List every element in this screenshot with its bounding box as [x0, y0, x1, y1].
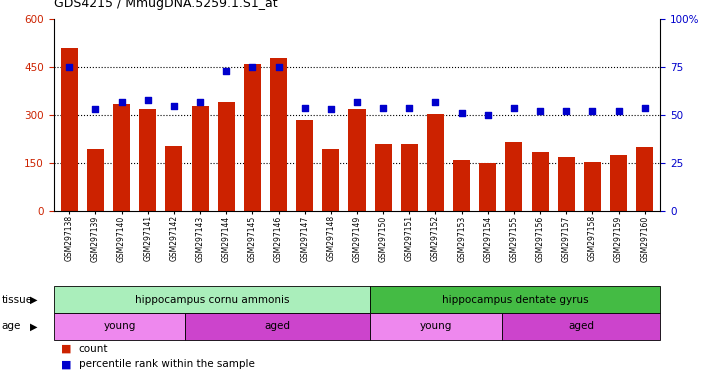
Point — [560, 108, 572, 114]
Bar — [453, 160, 470, 211]
Bar — [113, 104, 130, 211]
Point — [90, 106, 101, 113]
Text: ▶: ▶ — [30, 295, 38, 305]
Point — [221, 68, 232, 74]
Bar — [370, 313, 502, 340]
Text: young: young — [420, 321, 453, 331]
Bar — [348, 109, 366, 211]
Point — [639, 104, 650, 111]
Point — [508, 104, 520, 111]
Point — [482, 112, 493, 118]
Text: aged: aged — [265, 321, 291, 331]
Point — [456, 110, 468, 116]
Text: GDS4215 / MmugDNA.5259.1.S1_at: GDS4215 / MmugDNA.5259.1.S1_at — [54, 0, 277, 10]
Point — [116, 99, 127, 105]
Text: young: young — [104, 321, 136, 331]
Bar — [139, 109, 156, 211]
Text: ■: ■ — [61, 359, 71, 369]
Bar — [610, 155, 627, 211]
Point — [142, 97, 154, 103]
Bar — [375, 144, 392, 211]
Text: count: count — [79, 344, 108, 354]
Point — [430, 99, 441, 105]
Bar — [401, 144, 418, 211]
Bar — [584, 162, 601, 211]
Point — [534, 108, 545, 114]
Bar — [61, 48, 78, 211]
Text: ■: ■ — [61, 344, 71, 354]
Point — [351, 99, 363, 105]
Text: ▶: ▶ — [30, 321, 38, 331]
Bar — [296, 120, 313, 211]
Bar — [244, 64, 261, 211]
Bar — [427, 114, 444, 211]
Point — [273, 64, 284, 70]
Bar — [479, 163, 496, 211]
Bar — [191, 106, 208, 211]
Bar — [558, 157, 575, 211]
Point — [403, 104, 415, 111]
Bar — [166, 146, 182, 211]
Point — [246, 64, 258, 70]
Point — [64, 64, 75, 70]
Text: hippocampus cornu ammonis: hippocampus cornu ammonis — [135, 295, 289, 305]
Bar — [532, 152, 548, 211]
Bar — [506, 142, 523, 211]
Bar — [54, 286, 370, 313]
Text: hippocampus dentate gyrus: hippocampus dentate gyrus — [442, 295, 588, 305]
Point — [299, 104, 311, 111]
Bar — [87, 149, 104, 211]
Text: aged: aged — [568, 321, 594, 331]
Text: percentile rank within the sample: percentile rank within the sample — [79, 359, 254, 369]
Bar — [218, 103, 235, 211]
Text: age: age — [1, 321, 21, 331]
Bar — [54, 313, 186, 340]
Point — [378, 104, 389, 111]
Point — [169, 103, 180, 109]
Bar — [636, 147, 653, 211]
Point — [325, 106, 336, 113]
Bar — [502, 313, 660, 340]
Point — [613, 108, 624, 114]
Bar — [186, 313, 370, 340]
Point — [587, 108, 598, 114]
Text: tissue: tissue — [1, 295, 33, 305]
Point — [194, 99, 206, 105]
Bar — [370, 286, 660, 313]
Bar — [322, 149, 339, 211]
Bar — [270, 58, 287, 211]
